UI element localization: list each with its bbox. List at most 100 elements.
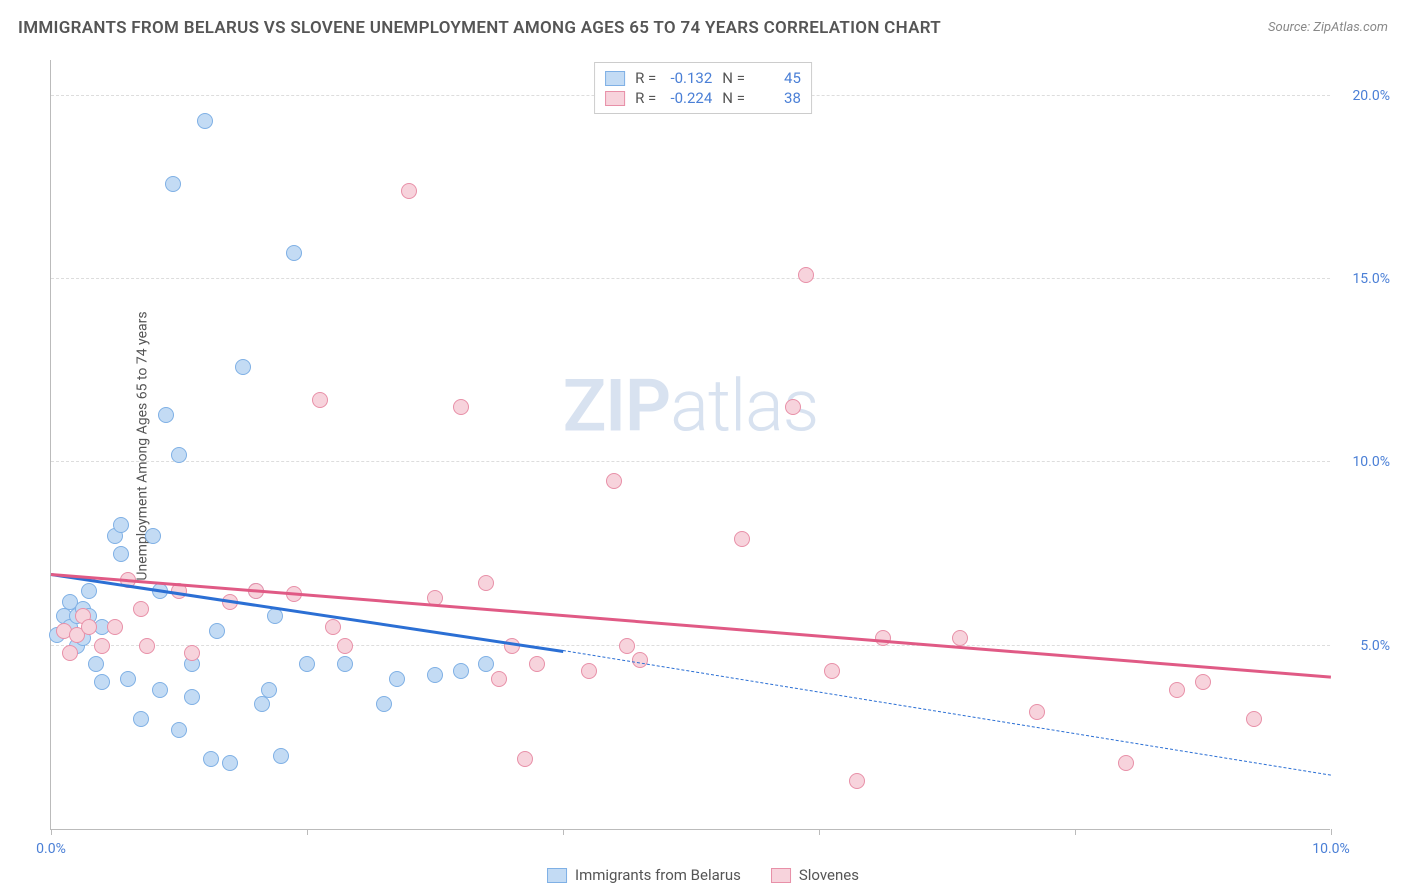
data-point (152, 682, 168, 698)
data-point (184, 689, 200, 705)
legend-label: Slovenes (799, 866, 859, 884)
legend-row-1: R = -0.224 N = 38 (605, 89, 801, 107)
data-point (165, 176, 181, 192)
data-point (133, 601, 149, 617)
data-point (1195, 674, 1211, 690)
data-point (798, 267, 814, 283)
n-label: N = (722, 89, 745, 107)
data-point (312, 392, 328, 408)
x-tick (819, 829, 820, 835)
data-point (107, 619, 123, 635)
source-label: Source: ZipAtlas.com (1268, 20, 1388, 35)
r-value: -0.132 (662, 69, 712, 87)
trend-line (51, 573, 1331, 679)
data-point (1029, 704, 1045, 720)
legend-item-1: Slovenes (771, 866, 859, 884)
x-tick (51, 829, 52, 835)
gridline (51, 645, 1330, 646)
data-point (235, 359, 251, 375)
x-tick (1075, 829, 1076, 835)
x-tick-label: 10.0% (1312, 841, 1350, 857)
r-value: -0.224 (662, 89, 712, 107)
series-legend: Immigrants from Belarus Slovenes (547, 866, 859, 884)
data-point (478, 656, 494, 672)
data-point (184, 645, 200, 661)
data-point (337, 638, 353, 654)
data-point (171, 447, 187, 463)
data-point (478, 575, 494, 591)
data-point (389, 671, 405, 687)
data-point (376, 696, 392, 712)
data-point (453, 663, 469, 679)
r-label: R = (635, 89, 656, 107)
gridline (51, 278, 1330, 279)
chart-title: IMMIGRANTS FROM BELARUS VS SLOVENE UNEMP… (18, 18, 941, 38)
legend-row-0: R = -0.132 N = 45 (605, 69, 801, 87)
data-point (491, 671, 507, 687)
data-point (254, 696, 270, 712)
data-point (517, 751, 533, 767)
data-point (632, 652, 648, 668)
data-point (1169, 682, 1185, 698)
data-point (1246, 711, 1262, 727)
data-point (427, 667, 443, 683)
n-value: 38 (751, 89, 801, 107)
correlation-legend: R = -0.132 N = 45 R = -0.224 N = 38 (594, 62, 812, 114)
x-tick (307, 829, 308, 835)
x-tick (1331, 829, 1332, 835)
legend-label: Immigrants from Belarus (575, 866, 741, 884)
data-point (94, 674, 110, 690)
data-point (267, 608, 283, 624)
n-label: N = (722, 69, 745, 87)
data-point (824, 663, 840, 679)
y-tick-label: 15.0% (1335, 271, 1390, 287)
y-tick-label: 10.0% (1335, 454, 1390, 470)
data-point (785, 399, 801, 415)
data-point (299, 656, 315, 672)
y-tick-label: 5.0% (1335, 638, 1390, 654)
data-point (120, 671, 136, 687)
data-point (401, 183, 417, 199)
data-point (453, 399, 469, 415)
legend-item-0: Immigrants from Belarus (547, 866, 741, 884)
swatch-icon (547, 868, 567, 883)
data-point (209, 623, 225, 639)
data-point (337, 656, 353, 672)
x-tick-label: 0.0% (36, 841, 66, 857)
gridline (51, 461, 1330, 462)
data-point (849, 773, 865, 789)
data-point (952, 630, 968, 646)
n-value: 45 (751, 69, 801, 87)
data-point (222, 755, 238, 771)
data-point (581, 663, 597, 679)
data-point (1118, 755, 1134, 771)
data-point (88, 656, 104, 672)
plot-area: ZIPatlas 5.0%10.0%15.0%20.0%0.0%10.0% (50, 60, 1330, 830)
data-point (203, 751, 219, 767)
watermark: ZIPatlas (563, 364, 819, 449)
r-label: R = (635, 69, 656, 87)
data-point (261, 682, 277, 698)
swatch-icon (605, 91, 625, 106)
data-point (158, 407, 174, 423)
data-point (62, 645, 78, 661)
data-point (145, 528, 161, 544)
data-point (734, 531, 750, 547)
data-point (81, 583, 97, 599)
data-point (529, 656, 545, 672)
data-point (113, 546, 129, 562)
watermark-bold: ZIP (563, 364, 670, 449)
data-point (325, 619, 341, 635)
data-point (171, 722, 187, 738)
data-point (619, 638, 635, 654)
data-point (273, 748, 289, 764)
data-point (94, 638, 110, 654)
swatch-icon (771, 868, 791, 883)
y-tick-label: 20.0% (1335, 88, 1390, 104)
swatch-icon (605, 71, 625, 86)
data-point (197, 113, 213, 129)
data-point (286, 245, 302, 261)
data-point (606, 473, 622, 489)
data-point (133, 711, 149, 727)
data-point (81, 619, 97, 635)
